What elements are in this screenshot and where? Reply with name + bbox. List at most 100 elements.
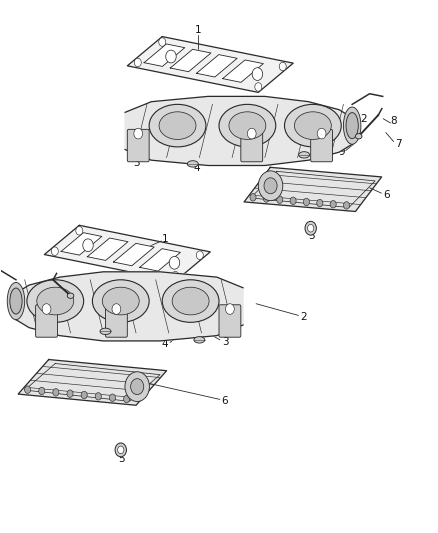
Text: 4: 4	[162, 339, 168, 349]
Circle shape	[39, 387, 45, 395]
Circle shape	[76, 227, 83, 235]
Ellipse shape	[67, 293, 74, 298]
Text: 1: 1	[195, 26, 201, 36]
Ellipse shape	[162, 280, 219, 322]
Text: 1: 1	[162, 235, 168, 245]
Circle shape	[264, 178, 277, 194]
Text: 3: 3	[133, 158, 139, 168]
Ellipse shape	[27, 280, 84, 322]
Text: 9: 9	[338, 147, 345, 157]
Circle shape	[110, 394, 116, 401]
Ellipse shape	[92, 280, 149, 322]
Polygon shape	[44, 225, 210, 281]
Circle shape	[172, 271, 179, 280]
Ellipse shape	[7, 282, 25, 320]
Polygon shape	[244, 167, 381, 212]
Circle shape	[258, 171, 283, 200]
Text: 6: 6	[221, 396, 228, 406]
Circle shape	[125, 372, 149, 401]
Text: 8: 8	[26, 285, 32, 295]
Ellipse shape	[159, 112, 196, 140]
Polygon shape	[144, 44, 185, 67]
Circle shape	[255, 83, 262, 91]
Polygon shape	[170, 49, 211, 72]
Polygon shape	[127, 37, 293, 92]
Circle shape	[25, 386, 31, 393]
Circle shape	[159, 38, 166, 46]
Ellipse shape	[294, 112, 331, 140]
Circle shape	[134, 128, 143, 139]
Ellipse shape	[299, 152, 310, 158]
Ellipse shape	[37, 287, 74, 315]
Ellipse shape	[285, 104, 341, 147]
Polygon shape	[125, 96, 352, 165]
Text: 2: 2	[360, 114, 367, 124]
Text: 3: 3	[222, 337, 229, 347]
Ellipse shape	[343, 107, 361, 144]
Circle shape	[83, 239, 93, 252]
Circle shape	[317, 199, 323, 207]
Circle shape	[277, 196, 283, 204]
Circle shape	[330, 200, 336, 208]
Text: 6: 6	[383, 190, 389, 200]
Ellipse shape	[102, 287, 139, 315]
Ellipse shape	[187, 161, 198, 167]
Circle shape	[196, 251, 203, 260]
Polygon shape	[87, 238, 128, 261]
Circle shape	[279, 62, 286, 71]
Circle shape	[226, 304, 234, 314]
Text: 4: 4	[193, 163, 200, 173]
Polygon shape	[113, 244, 154, 266]
Polygon shape	[16, 272, 243, 341]
Circle shape	[118, 446, 124, 454]
Circle shape	[81, 391, 87, 399]
Circle shape	[67, 390, 73, 398]
Circle shape	[343, 201, 350, 209]
Polygon shape	[18, 360, 166, 405]
Circle shape	[115, 443, 127, 457]
Ellipse shape	[194, 337, 205, 343]
Circle shape	[124, 395, 130, 403]
Ellipse shape	[219, 104, 276, 147]
Circle shape	[112, 304, 121, 314]
Text: 7: 7	[33, 306, 40, 317]
FancyBboxPatch shape	[35, 305, 57, 337]
FancyBboxPatch shape	[127, 130, 149, 162]
Circle shape	[53, 389, 59, 396]
Circle shape	[290, 197, 296, 205]
Text: 5: 5	[118, 454, 124, 464]
FancyBboxPatch shape	[241, 130, 263, 162]
Circle shape	[317, 128, 326, 139]
Text: 7: 7	[395, 139, 401, 149]
Text: 5: 5	[308, 231, 315, 241]
Text: 2: 2	[300, 312, 307, 322]
Polygon shape	[140, 248, 180, 271]
Circle shape	[252, 68, 263, 80]
Circle shape	[134, 58, 141, 67]
Circle shape	[51, 247, 58, 255]
Ellipse shape	[172, 287, 209, 315]
Circle shape	[131, 378, 144, 394]
Circle shape	[95, 393, 101, 400]
Circle shape	[305, 221, 316, 235]
Ellipse shape	[149, 104, 206, 147]
Ellipse shape	[10, 288, 22, 314]
Ellipse shape	[356, 134, 362, 139]
Polygon shape	[197, 54, 237, 77]
Circle shape	[247, 128, 256, 139]
Polygon shape	[223, 60, 263, 83]
Circle shape	[307, 224, 314, 232]
Text: 9: 9	[69, 328, 75, 338]
Ellipse shape	[346, 112, 358, 139]
Circle shape	[263, 195, 269, 202]
Circle shape	[304, 198, 310, 206]
FancyBboxPatch shape	[219, 305, 241, 337]
Polygon shape	[61, 233, 102, 255]
Circle shape	[166, 50, 176, 63]
Ellipse shape	[100, 328, 111, 335]
Circle shape	[250, 193, 256, 201]
Text: 8: 8	[390, 116, 397, 126]
FancyBboxPatch shape	[311, 130, 332, 162]
FancyBboxPatch shape	[106, 305, 127, 337]
Ellipse shape	[229, 112, 266, 140]
